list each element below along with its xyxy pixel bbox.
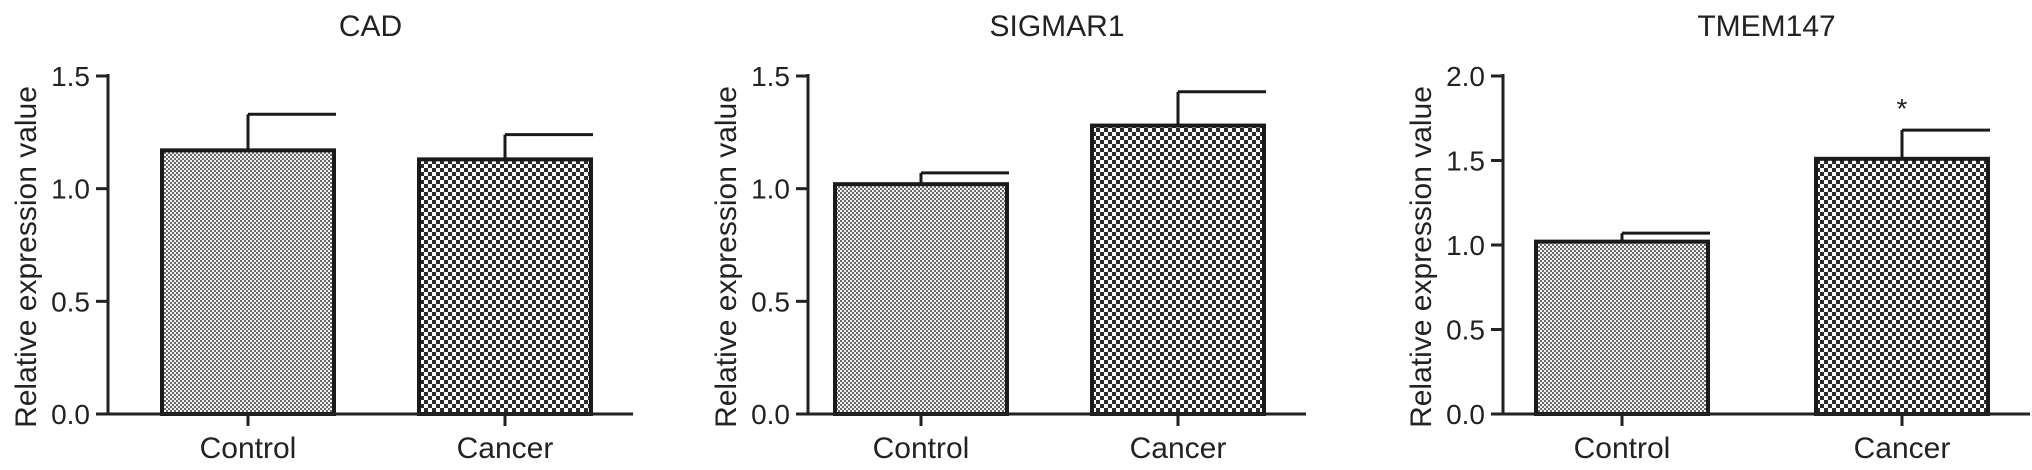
y-tick-label: 2.0 <box>1446 61 1485 92</box>
y-tick-label: 0.0 <box>751 399 790 430</box>
y-tick-label: 0.5 <box>751 286 790 317</box>
bar-control <box>833 182 1009 416</box>
category-label: Control <box>200 432 297 465</box>
significance-marker: * <box>1897 93 1908 124</box>
chart-panel-3: TMEM147 Relative expression value Control *… <box>1405 10 2030 465</box>
category-label: Control <box>873 432 970 465</box>
y-axis-label: Relative expression value <box>10 86 43 428</box>
y-axis-label: Relative expression value <box>710 86 743 428</box>
y-tick-label: 0.0 <box>51 399 90 430</box>
chart-panel-1: CAD Relative expression value Control Cance… <box>10 10 633 465</box>
category-label: Cancer <box>1854 432 1951 465</box>
y-axis-label: Relative expression value <box>1405 86 1438 428</box>
y-tick-label: 0.5 <box>51 286 90 317</box>
y-tick-label: 1.0 <box>1446 230 1485 261</box>
bar-cancer <box>1090 123 1266 416</box>
category-label: Cancer <box>1130 432 1227 465</box>
chart-title: CAD <box>339 10 402 43</box>
category-label: Control <box>1574 432 1671 465</box>
bar-cancer <box>1814 156 1990 416</box>
y-tick-label: 0.5 <box>1446 315 1485 346</box>
y-tick-label: 1.5 <box>51 61 90 92</box>
y-tick-label: 0.0 <box>1446 399 1485 430</box>
category-label: Cancer <box>457 432 554 465</box>
chart-panel-2: SIGMAR1 Relative expression value Control C… <box>710 10 1306 465</box>
y-tick-label: 1.0 <box>751 174 790 205</box>
chart-title: SIGMAR1 <box>989 10 1124 43</box>
chart-title: TMEM147 <box>1697 10 1835 43</box>
bar-cancer <box>417 157 593 416</box>
bar-control <box>1534 239 1710 416</box>
y-tick-label: 1.5 <box>1446 146 1485 177</box>
y-tick-label: 1.0 <box>51 174 90 205</box>
bar-control <box>160 148 336 417</box>
y-tick-label: 1.5 <box>751 61 790 92</box>
